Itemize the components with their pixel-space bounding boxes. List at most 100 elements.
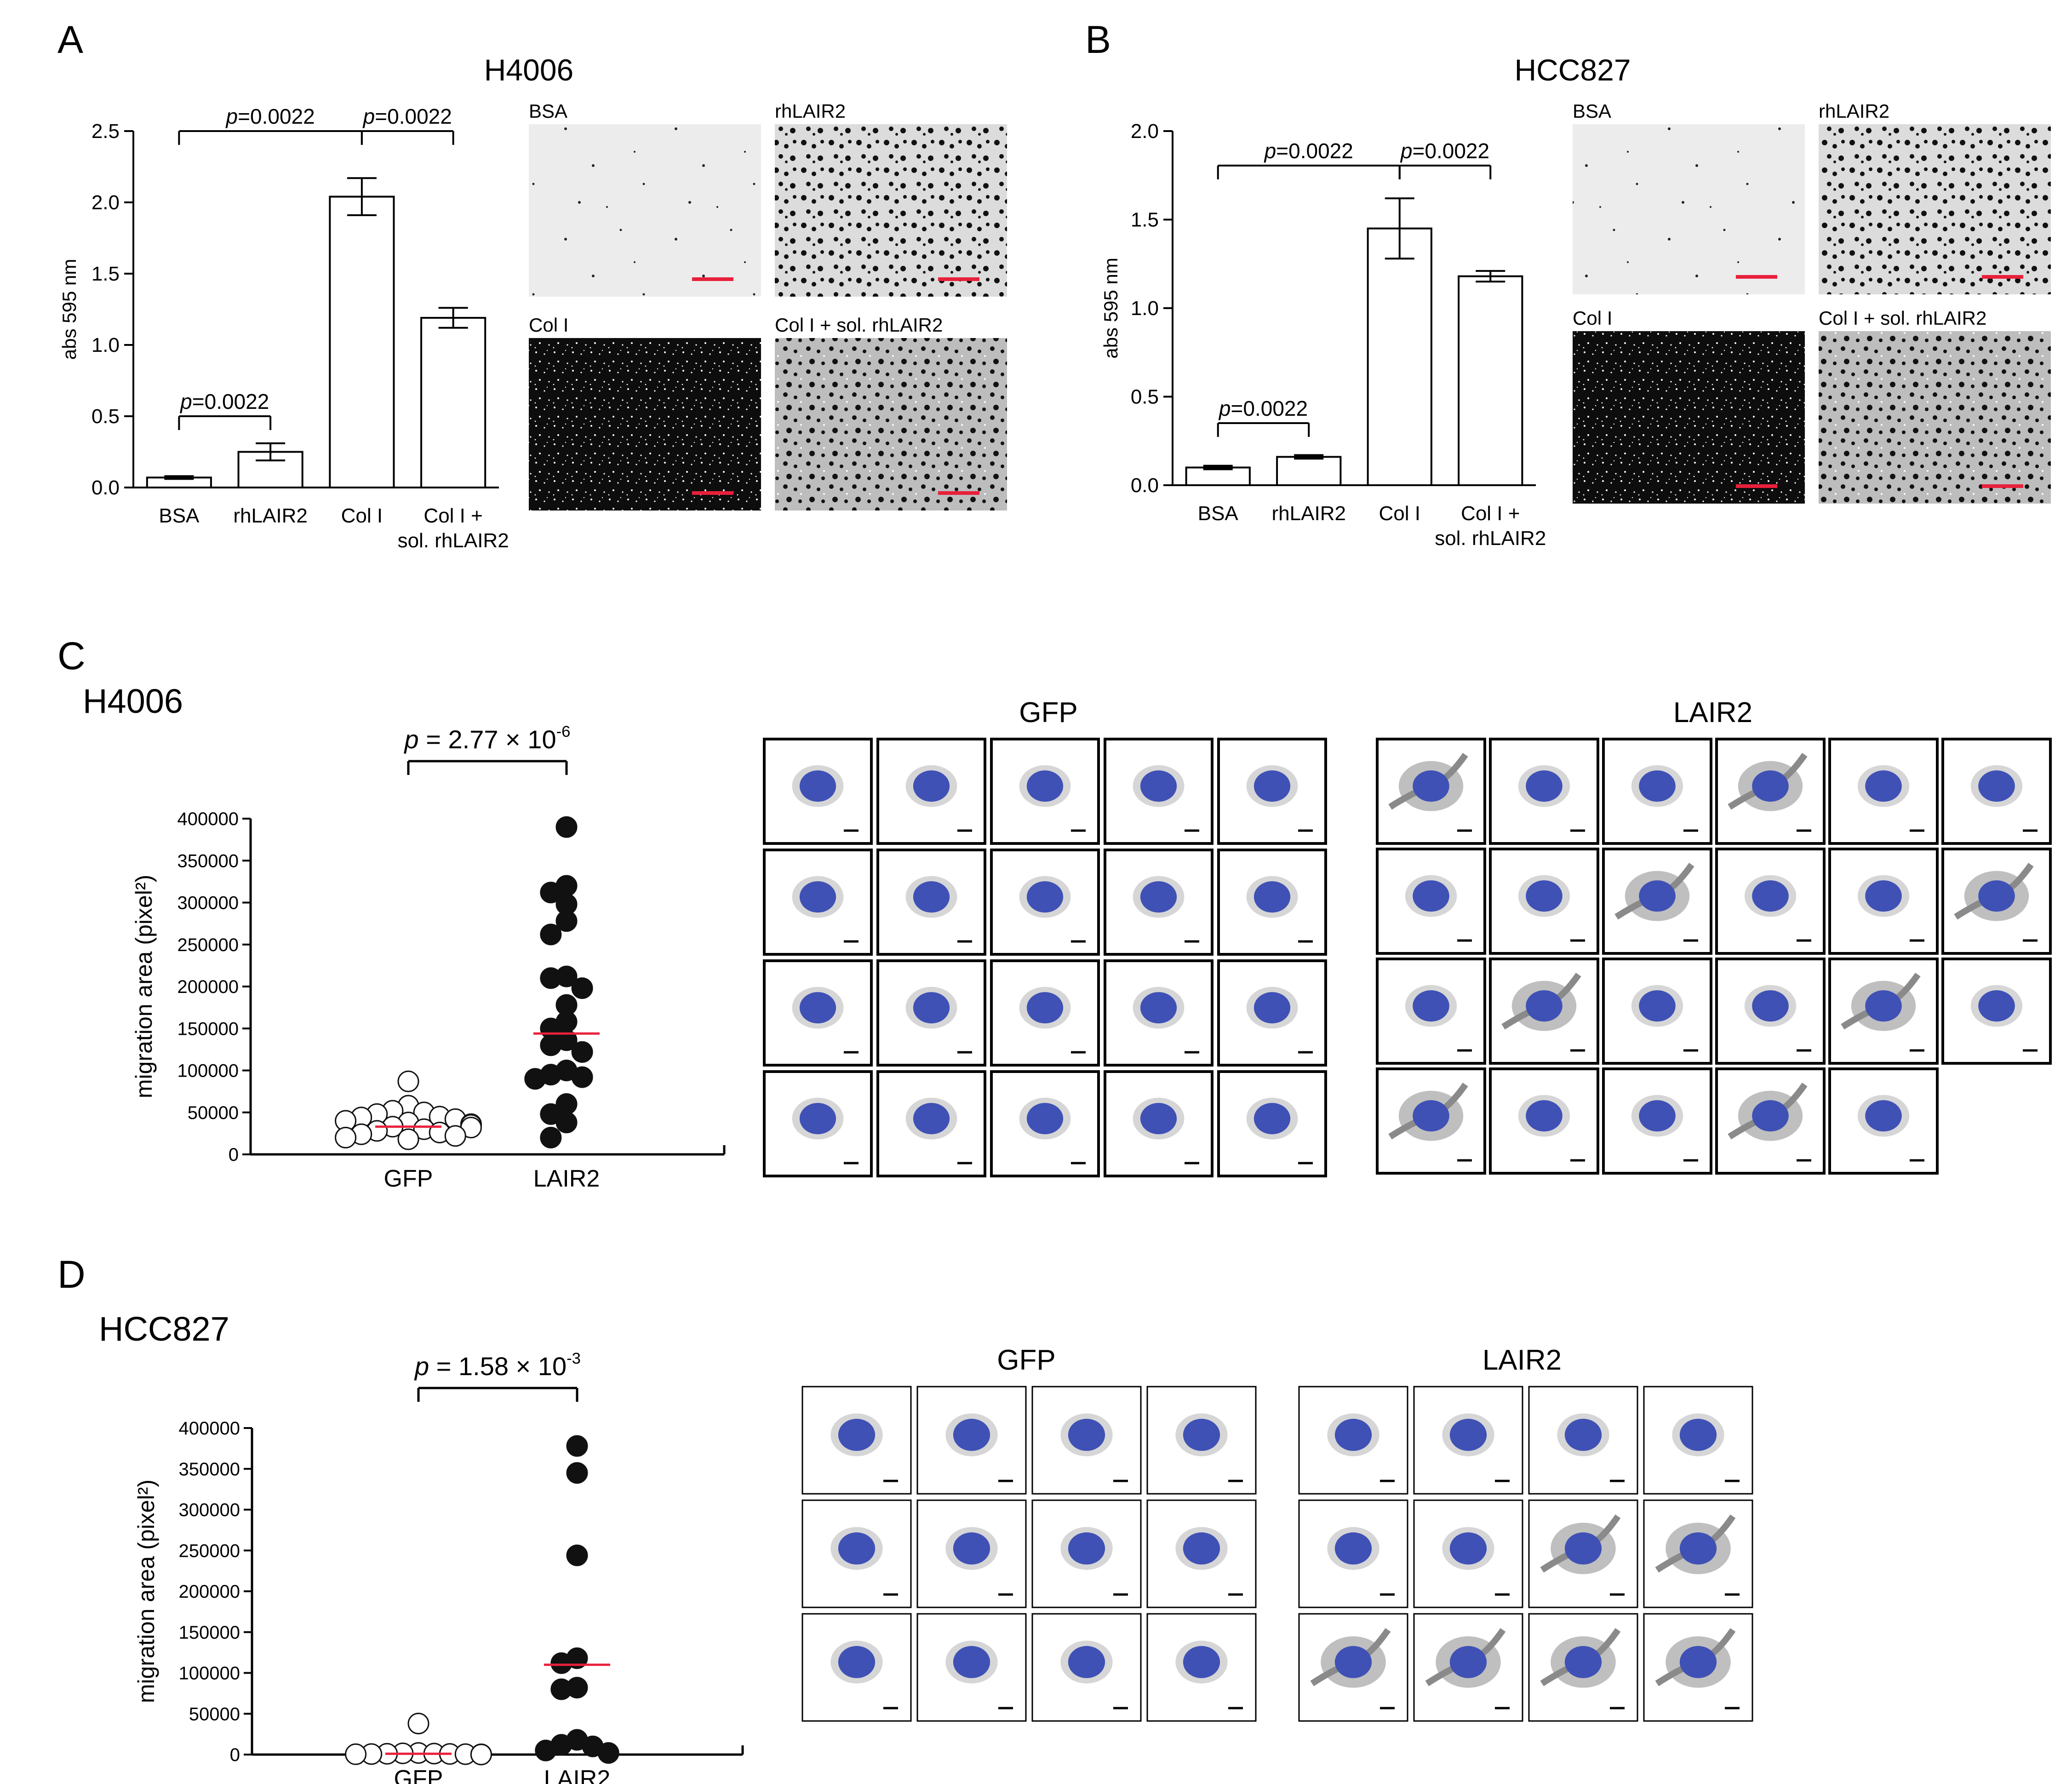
p-value: =0.0022 (1276, 139, 1353, 163)
panelC-dot-plot: C H4006 0 50000 100000 150000 200000 250000 3000… (57, 634, 726, 1192)
micrograph-image (775, 124, 1007, 297)
spheroid-core (1564, 1418, 1602, 1451)
y-tick-label: 1.5 (92, 263, 120, 285)
well-frame (876, 959, 986, 1067)
micrograph-image (529, 338, 761, 511)
x-tick-label: rhLAIR2 (1272, 502, 1346, 525)
spheroid-core (1752, 770, 1789, 802)
spheroid-well (1376, 848, 1486, 955)
spheroid-core (799, 1103, 836, 1135)
panelD-letter: D (57, 1253, 86, 1296)
spheroid-core (1564, 1646, 1602, 1678)
spheroid-well (1413, 1386, 1523, 1495)
panelC-letter: C (57, 634, 86, 677)
y-tick-label: 2.0 (1131, 120, 1159, 143)
spheroid-well (1643, 1499, 1753, 1608)
spheroid-core (838, 1532, 876, 1565)
micrograph-image (1573, 331, 1805, 504)
p-symbol: p (1218, 396, 1231, 420)
spheroid-well (1489, 1067, 1599, 1175)
spheroid-well (990, 738, 1100, 845)
p-value-label: p=0.0022 (1264, 139, 1353, 163)
spheroid-core (1865, 990, 1902, 1022)
spheroid-well (1602, 1067, 1712, 1175)
x-tick-label-line: Col I (1379, 502, 1420, 525)
micrograph-label: Col I + sol. rhLAIR2 (775, 314, 943, 336)
spheroid-well (1413, 1613, 1523, 1722)
spheroid-well (1031, 1613, 1142, 1722)
y-tick-label: 1.0 (1131, 297, 1159, 320)
y-tick-label: 0.5 (1131, 386, 1159, 408)
y-tick-label: 350000 (177, 851, 239, 871)
significance-bracket: p=0.0022 (1217, 139, 1401, 179)
micrograph-image (1573, 124, 1805, 294)
spheroid-core (1449, 1532, 1487, 1565)
panelC-lair2_label-grid: LAIR2 (1376, 697, 2052, 1175)
spheroid-core (953, 1532, 990, 1565)
spheroid-core (1068, 1418, 1105, 1451)
micrograph-label: rhLAIR2 (775, 100, 846, 122)
lair2-data-point (550, 1652, 572, 1674)
micrograph: Col I (1573, 307, 1805, 504)
spheroid-well (876, 849, 986, 956)
panelA-bar-chart: A H4006 0.0 0.5 1.0 1.5 2.0 2.5 abs 595 nm BSA rhL… (57, 18, 1007, 552)
spheroid-well (1643, 1613, 1753, 1722)
y-tick-label: 400000 (179, 1418, 240, 1439)
y-tick-label: 2.5 (92, 120, 120, 143)
p-value-label: p=0.0022 (179, 390, 269, 413)
spheroid-core (1449, 1646, 1487, 1678)
spheroid-core (1183, 1646, 1220, 1678)
spheroid-core (1413, 880, 1449, 912)
y-tick-label: 400000 (177, 809, 239, 829)
spheroid-core (1026, 770, 1064, 802)
lair2-data-point (540, 1034, 562, 1056)
spheroid-well (1376, 738, 1486, 845)
spheroid-well (1489, 848, 1599, 955)
spheroid-well (1298, 1499, 1408, 1608)
x-tick-label: GFP (394, 1766, 443, 1784)
spheroid-core (1865, 880, 1902, 912)
x-tick-label: Col I (341, 505, 383, 527)
panelC-gfp_label-grid: GFP (763, 697, 1327, 1177)
spheroid-well (1031, 1499, 1142, 1608)
spheroid-core (953, 1646, 990, 1678)
spheroid-well (1828, 958, 1939, 1065)
gfp-data-point (470, 1744, 492, 1766)
significance-bracket: p=0.0022 (1217, 396, 1310, 437)
spheroid-core (1865, 770, 1902, 802)
spheroid-well (1217, 959, 1327, 1067)
y-axis-label: migration area (pixel²) (133, 1480, 159, 1703)
y-tick-label: 1.5 (1131, 209, 1159, 231)
spheroid-core (1254, 881, 1291, 913)
spheroid-well (1528, 1613, 1638, 1722)
micrograph: BSA (1573, 100, 1805, 294)
spheroid-core (1413, 1100, 1449, 1132)
spheroid-core (1254, 992, 1291, 1024)
spheroid-core (913, 1103, 950, 1135)
x-tick-label: rhLAIR2 (233, 505, 307, 527)
spheroid-well (1146, 1499, 1257, 1608)
y-axis-label: migration area (pixel²) (131, 875, 157, 1098)
significance-bracket: p=0.0022 (178, 104, 363, 145)
spheroid-well (1528, 1499, 1638, 1608)
spheroid-core (1140, 770, 1177, 802)
lair2-data-point (540, 882, 562, 904)
y-tick-label: 2.0 (92, 191, 120, 214)
spheroid-well (1031, 1386, 1142, 1495)
y-axis-label: abs 595 nm (1100, 258, 1122, 358)
spheroid-well (1828, 1067, 1939, 1175)
x-tick-label: LAIR2 (533, 1165, 600, 1192)
micrograph-label: rhLAIR2 (1819, 100, 1889, 122)
micrograph-image (1819, 124, 2051, 294)
x-tick-label: Col I + sol. rhLAIR2 (398, 505, 509, 552)
lair2-data-point (571, 1041, 593, 1063)
spheroid-well (876, 1070, 986, 1177)
p-symbol: p (362, 104, 375, 128)
spheroid-well (1104, 738, 1213, 845)
spheroid-well (1941, 738, 2052, 845)
y-tick-label: 50000 (189, 1704, 240, 1724)
spheroid-core (1639, 770, 1676, 802)
significance-bracket: p = 1.58 × 10-3 (414, 1350, 581, 1402)
spheroid-well (1217, 1070, 1327, 1177)
gfp-data-point (345, 1743, 367, 1765)
